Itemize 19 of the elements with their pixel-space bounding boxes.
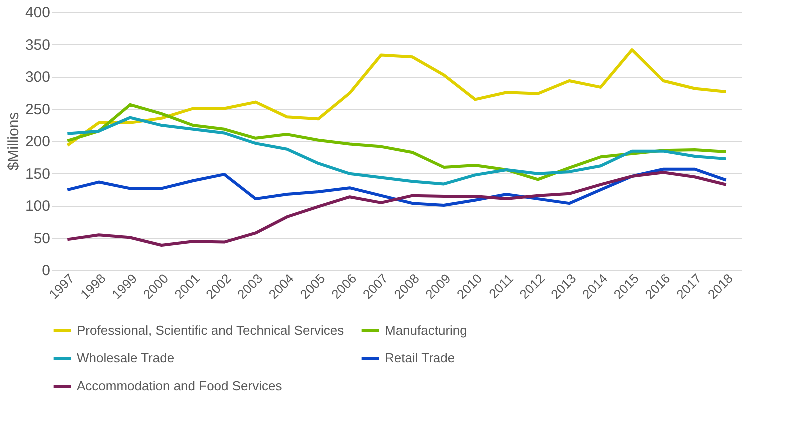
y-tick-label: 350 [25,36,50,54]
y-tick-label: 50 [34,230,50,248]
legend-label: Retail Trade [385,350,456,366]
legend-label: Professional, Scientific and Technical Services [77,322,345,338]
y-tick-label: 250 [25,101,50,118]
legend-label: Wholesale Trade [77,350,175,366]
line-series [66,116,728,186]
line-series [66,171,728,247]
y-tick-label: 0 [42,262,50,280]
legend-label: Manufacturing [385,322,468,338]
y-tick-label: 200 [25,134,50,150]
legend-label: Accommodation and Food Services [77,378,283,394]
y-tick-label: 300 [25,69,50,86]
line-series [66,168,728,207]
y-tick-label: 150 [25,166,50,183]
y-tick-label: 400 [25,4,50,22]
y-tick-label: 100 [25,198,50,215]
line-series [66,48,728,148]
y-axis-title: $Millions [5,112,22,171]
